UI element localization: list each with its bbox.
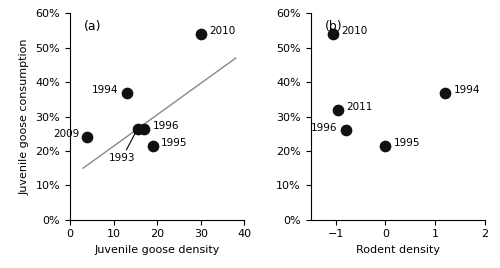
Point — [122, 90, 130, 95]
Point — [149, 144, 157, 148]
Text: 1996: 1996 — [152, 121, 179, 131]
Text: 1995: 1995 — [161, 138, 188, 148]
Text: 2010: 2010 — [209, 26, 236, 36]
Text: 1993: 1993 — [109, 132, 136, 163]
Point — [342, 128, 349, 132]
Text: 1995: 1995 — [394, 138, 420, 148]
X-axis label: Juvenile goose density: Juvenile goose density — [94, 245, 220, 255]
Point — [334, 107, 342, 112]
Point — [329, 32, 337, 36]
Point — [140, 126, 148, 131]
Point — [134, 126, 141, 131]
Text: 1994: 1994 — [454, 85, 480, 95]
Point — [197, 32, 205, 36]
Text: (a): (a) — [84, 20, 102, 33]
Text: 1996: 1996 — [310, 122, 337, 133]
Text: (b): (b) — [324, 20, 342, 33]
Text: 1994: 1994 — [92, 85, 118, 95]
Point — [84, 135, 92, 139]
X-axis label: Rodent density: Rodent density — [356, 245, 440, 255]
Point — [441, 90, 449, 95]
Y-axis label: Juvenile goose consumption: Juvenile goose consumption — [20, 38, 30, 195]
Point — [382, 144, 390, 148]
Text: 2011: 2011 — [346, 102, 372, 112]
Text: 2009: 2009 — [53, 129, 79, 139]
Text: 2010: 2010 — [342, 26, 367, 36]
